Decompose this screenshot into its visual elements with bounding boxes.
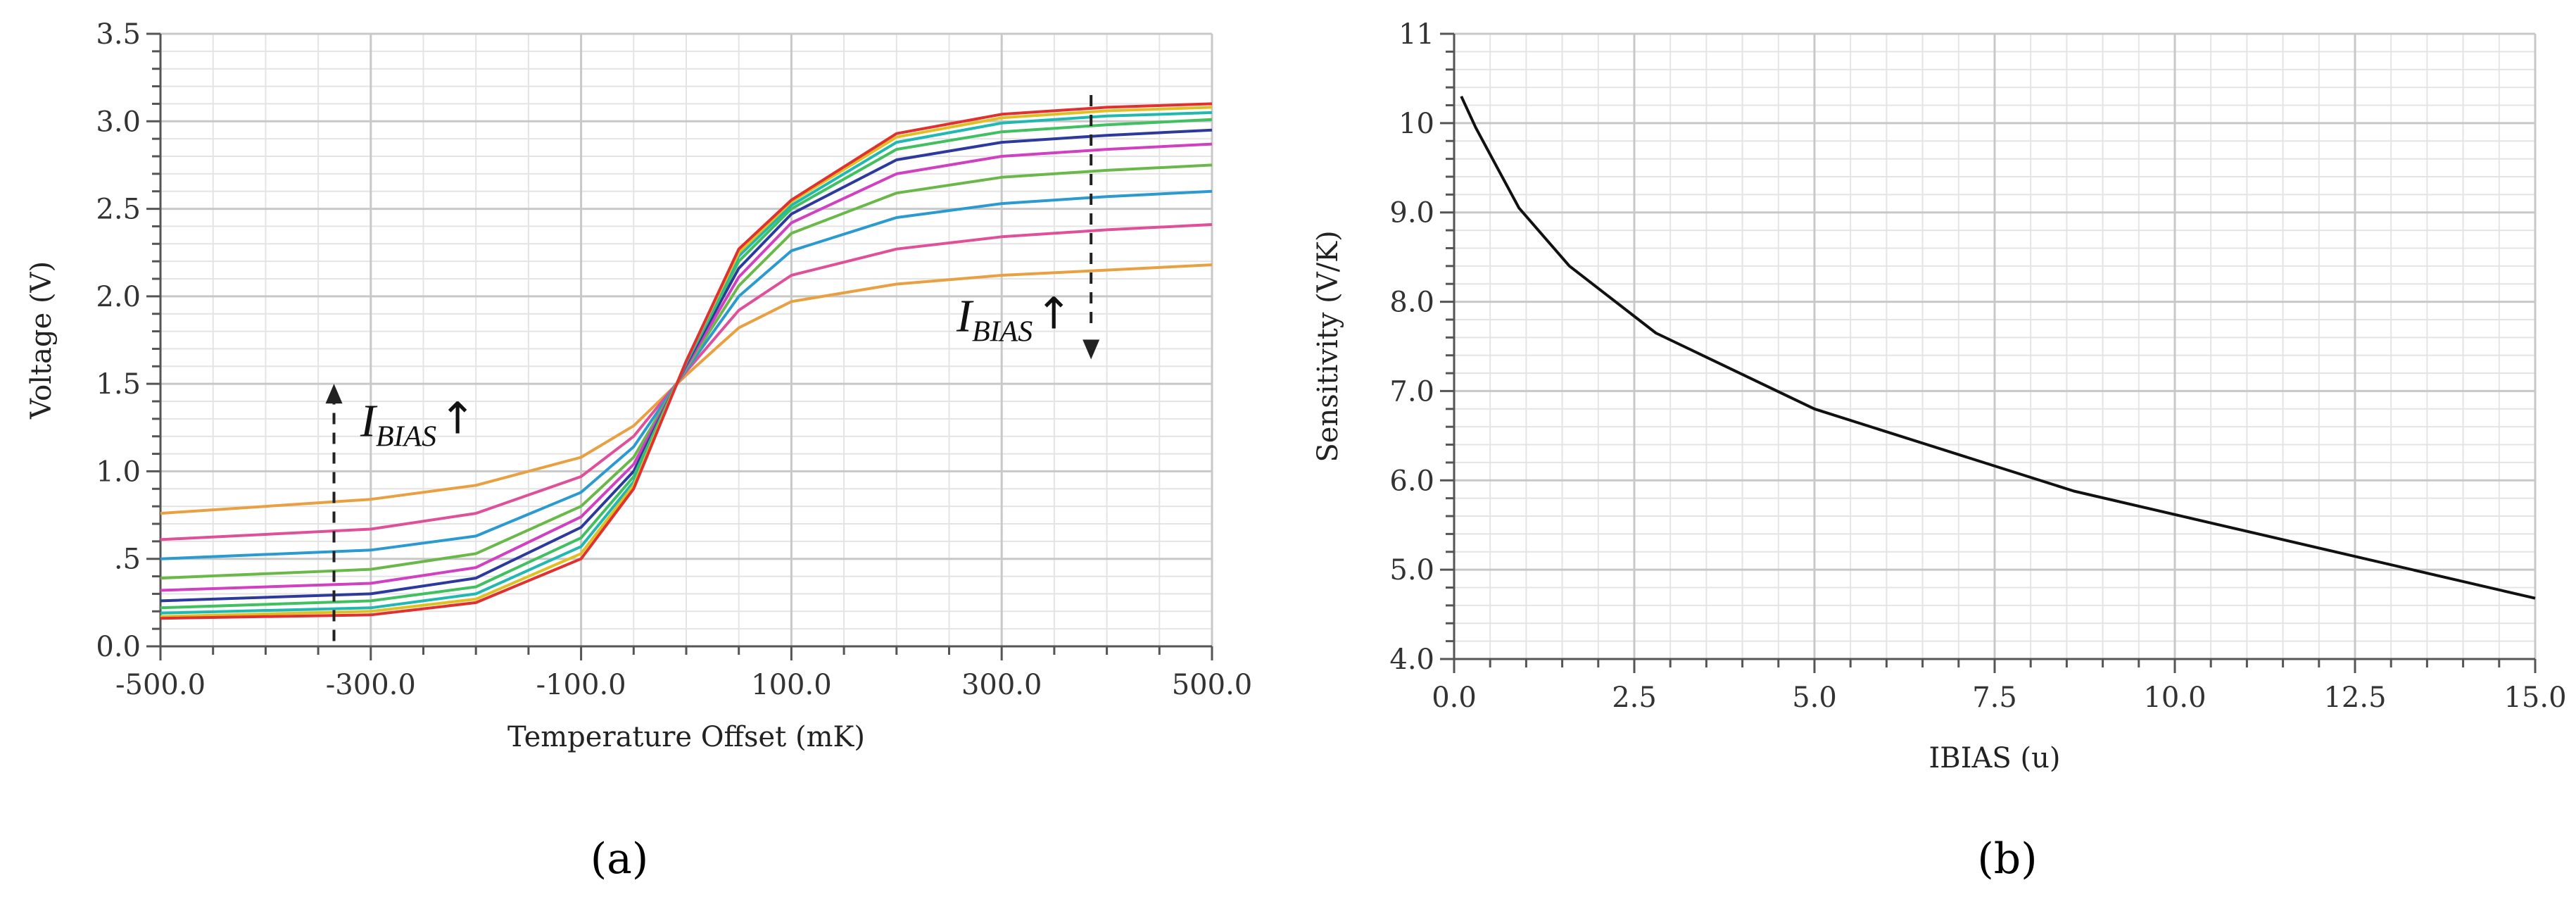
y-axis-label: Sensitivity (V/K) [1312,230,1344,462]
ibias-label: IBIAS↑ [360,393,476,453]
x-axis-label: IBIAS (u) [1929,742,2061,774]
x-tick-label: -500.0 [115,669,206,701]
x-tick-label: -100.0 [536,669,626,701]
x-tick-label: 10.0 [2143,682,2206,714]
y-tick-label: 3.5 [96,18,141,51]
y-tick-label: 9.0 [1389,197,1434,230]
y-tick-label: 3.0 [96,106,141,138]
y-tick-label: 11 [1399,18,1434,51]
series-line [160,163,1213,580]
x-tick-label: 0.0 [1432,682,1477,714]
x-tick-label: 2.5 [1612,682,1657,714]
x-tick-label: 500.0 [1172,669,1253,701]
y-tick-label: 5.0 [1389,554,1434,586]
series-line [160,128,1213,603]
y-tick-label: 6.0 [1389,465,1434,497]
ibias-label: IBIAS↑ [956,288,1072,349]
x-tick-label: 100.0 [751,669,832,701]
tick-marks [1440,32,2537,673]
series-line [160,189,1213,560]
x-tick-label: -300.0 [326,669,416,701]
ibias-up-arrow-icon: ↑ [1035,288,1072,339]
ibias-label-main: I [956,291,974,342]
ibias-label-subscript: BIAS [972,316,1033,349]
x-tick-label: 12.5 [2323,682,2386,714]
x-axis-label: Temperature Offset (mK) [507,721,865,753]
grid [1453,32,2537,660]
y-tick-label: 0.0 [96,631,141,663]
y-axis-label: Voltage (V) [25,261,58,420]
y-tick-label: 1.5 [96,368,141,401]
y-tick-label: 10 [1399,108,1434,140]
ibias-arrow-up-head [325,384,343,404]
series-line [1460,95,2536,600]
tick-marks [146,32,1213,660]
y-tick-label: 1.0 [96,456,141,488]
ibias-up-arrow-icon: ↑ [439,393,476,444]
series-line [160,222,1213,541]
x-tick-label: 5.0 [1792,682,1837,714]
series-line [160,102,1213,620]
ibias-arrow-down-head [1082,339,1100,360]
chart-b: 0.0 2.5 5.0 7.5 10.0 12.5 15.0 4.0 5.0 6.0 7.0 8.0 9… [1312,18,2567,884]
series-line [160,142,1213,592]
y-tick-label: 2.5 [96,194,141,226]
ibias-label-subscript: BIAS [376,421,436,453]
panel-label: (a) [591,834,649,884]
chart-a: -500.0 -300.0 -100.0 100.0 300.0 500.0 0.0 .5 1.… [25,18,1252,884]
y-tick-label: .5 [114,544,141,576]
annotations: IBIAS↑IBIAS↑ [325,95,1100,641]
y-tick-label: 2.0 [96,281,141,313]
y-tick-label: 8.0 [1389,287,1434,319]
grid [159,32,1213,648]
x-tick-label: 7.5 [1972,682,2017,714]
ibias-label-main: I [360,396,378,447]
x-tick-label: 300.0 [961,669,1042,701]
y-tick-label: 7.0 [1389,375,1434,408]
x-tick-label: 15.0 [2504,682,2566,714]
y-tick-label: 4.0 [1389,644,1434,676]
series-line [160,263,1213,515]
panel-label: (b) [1977,834,2037,884]
